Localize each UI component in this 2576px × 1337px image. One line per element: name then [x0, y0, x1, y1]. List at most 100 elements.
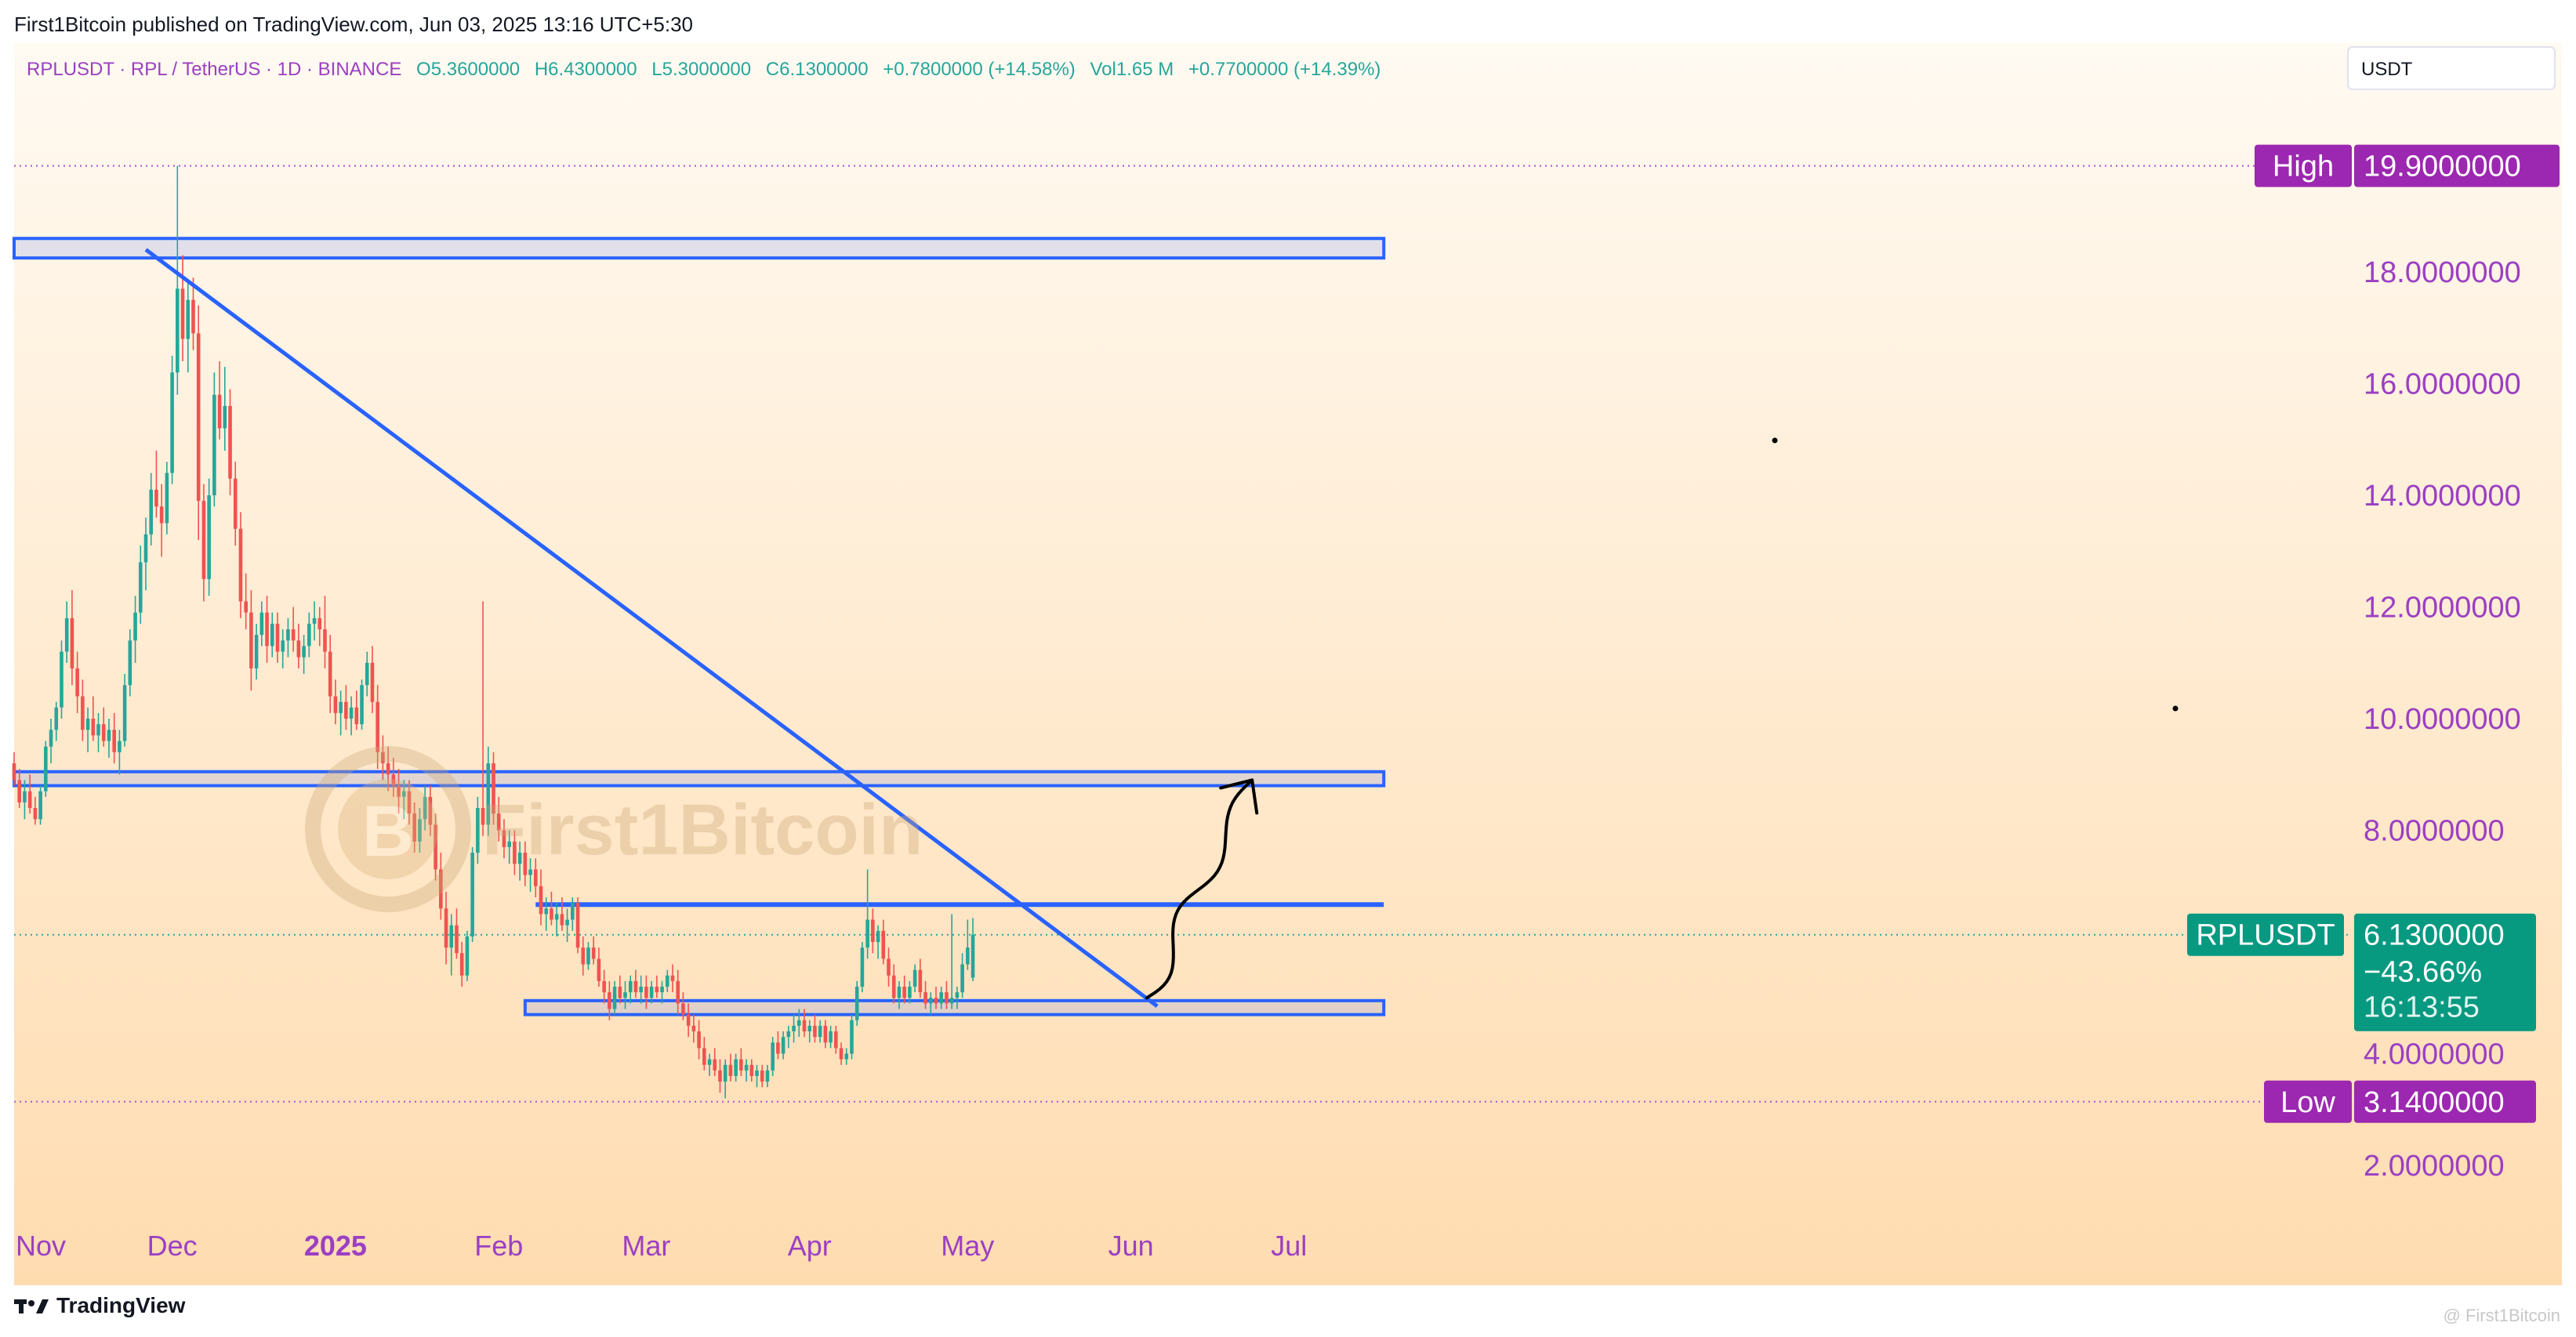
candle-body: [928, 998, 933, 1004]
bar-countdown: 16:13:55: [2364, 991, 2480, 1024]
candle-body: [223, 406, 227, 429]
candle-body: [718, 1070, 722, 1082]
candle-body: [165, 473, 169, 524]
candle-body: [112, 730, 116, 752]
candle-body: [618, 987, 622, 998]
symbol-price-badge: [2187, 913, 2344, 956]
candle-body: [38, 791, 42, 820]
high-label: H: [535, 59, 548, 80]
candle-body: [401, 791, 406, 797]
candle-body: [839, 1048, 844, 1060]
candle-body: [686, 1014, 691, 1026]
time-axis[interactable]: Nov Dec 2025 Feb Mar Apr May Jun Jul: [16, 1230, 1307, 1262]
watermark-logo-inner: [338, 779, 438, 879]
currency-button-label[interactable]: USDT: [2361, 59, 2413, 80]
candle-body: [286, 629, 290, 641]
candle-body: [586, 947, 590, 965]
symbol-title[interactable]: RPLUSDT · RPL / TetherUS · 1D · BINANCE: [27, 59, 401, 80]
candle-body: [381, 752, 385, 763]
candle-body: [496, 813, 501, 831]
candle-body: [44, 746, 48, 792]
time-tick-label: Nov: [16, 1230, 66, 1262]
symbol-price-label: RPLUSDT: [2196, 919, 2335, 952]
candle-body: [781, 1037, 785, 1054]
candle-body: [897, 987, 902, 998]
candle-body: [228, 406, 232, 479]
last-price-value: 6.1300000: [2364, 919, 2505, 952]
candle-body: [54, 707, 59, 730]
candle-body: [818, 1025, 822, 1038]
candle-body: [786, 1031, 791, 1038]
vol-label: Vol: [1090, 59, 1116, 80]
candle-body: [101, 724, 106, 741]
tradingview-logo[interactable]: TradingView: [14, 1293, 185, 1318]
watermark-logo-letter: B: [362, 792, 414, 871]
currency-button[interactable]: [2347, 46, 2556, 90]
candle-body: [391, 774, 396, 786]
candle-body: [633, 980, 638, 993]
candle-body: [328, 651, 332, 697]
candle-body: [755, 1070, 759, 1076]
candle-body: [575, 903, 580, 948]
symbol-legend[interactable]: RPLUSDT · RPL / TetherUS · 1D · BINANCE …: [27, 59, 1381, 80]
candle-body: [444, 908, 448, 948]
candle-body: [238, 528, 243, 602]
candle-body: [302, 646, 306, 658]
candle-body: [823, 1025, 828, 1043]
candle-body: [760, 1070, 764, 1082]
candle-body: [697, 1031, 701, 1049]
candle-body: [939, 992, 944, 1004]
candle-body: [912, 969, 917, 987]
candle-body: [702, 1048, 706, 1065]
low-label-text: Low: [2280, 1086, 2335, 1119]
candle-body: [439, 869, 443, 909]
candle-body: [60, 651, 63, 708]
high-value: 6.4300000: [548, 59, 637, 80]
candle-body: [138, 562, 143, 613]
candle-body: [217, 394, 222, 429]
candle-body: [776, 1042, 780, 1054]
candle-body: [560, 914, 564, 926]
candle-body: [517, 853, 522, 864]
candle-body: [655, 987, 659, 993]
candle-body: [581, 947, 586, 965]
candle-body: [339, 701, 343, 713]
candle-body: [370, 662, 375, 702]
candle-body: [312, 618, 317, 624]
low-price-badge: [2354, 1080, 2536, 1123]
candle-body: [407, 791, 412, 814]
price-axis[interactable]: 18.0000000 16.0000000 14.0000000 12.0000000…: [2364, 256, 2521, 1183]
candle-body: [528, 869, 532, 875]
candle-body: [723, 1064, 727, 1082]
candle-body: [428, 796, 433, 825]
price-tick-label: 2.0000000: [2364, 1150, 2505, 1183]
chart-background: [14, 43, 2562, 1285]
price-tick-label: 12.0000000: [2364, 592, 2521, 625]
low-label: L: [651, 59, 662, 80]
drawings: [144, 248, 1259, 1008]
time-tick-label: Feb: [474, 1230, 523, 1262]
candle-body: [612, 987, 617, 1009]
candle-body: [397, 785, 401, 797]
candle-body: [887, 958, 891, 976]
support-resistance-zone: [523, 998, 1386, 1016]
candle-body: [49, 730, 53, 747]
candle-body: [665, 975, 669, 987]
projection-arrow-head: [1219, 778, 1259, 815]
levels: [13, 165, 2352, 1103]
price-tick-label: 16.0000000: [2364, 368, 2521, 401]
candle-body: [908, 987, 912, 998]
candle-body: [481, 808, 485, 825]
watermark-logo: [305, 746, 471, 912]
candle-body: [344, 701, 348, 719]
candle-body: [854, 987, 859, 1020]
candle-body: [608, 992, 611, 1009]
candle-body: [955, 992, 960, 998]
candle-body: [544, 908, 549, 915]
candle-body: [639, 987, 643, 993]
open-value: 5.3600000: [431, 59, 520, 80]
candle-body: [792, 1025, 796, 1031]
candle-body: [550, 908, 553, 920]
high-price-badge: [2354, 144, 2560, 187]
